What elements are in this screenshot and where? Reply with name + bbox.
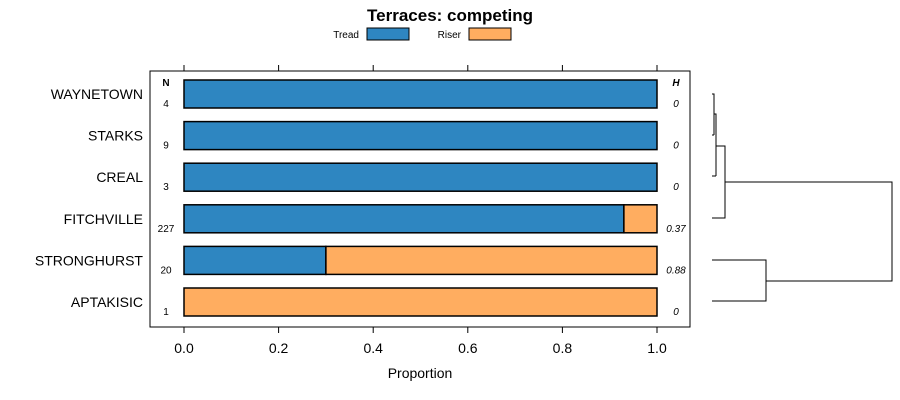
h-label-aptakisic: 0 <box>673 307 679 318</box>
h-column-header: H <box>672 78 680 89</box>
n-label-stronghurst: 20 <box>160 265 172 276</box>
bar-fitchville-riser <box>623 204 658 234</box>
bar-aptakisic-riser <box>183 287 658 317</box>
chart-title: Terraces: competing <box>367 6 533 25</box>
category-label-aptakisic: APTAKISIC <box>71 294 143 310</box>
category-label-waynetown: WAYNETOWN <box>51 86 143 102</box>
plot-frame <box>149 70 691 328</box>
x-axis-label: Proportion <box>388 365 453 381</box>
x-axis: 0.0 0.2 0.4 0.6 0.8 1.0 <box>174 65 667 356</box>
h-label-creal: 0 <box>673 182 679 193</box>
n-label-aptakisic: 1 <box>163 307 169 318</box>
dendrogram <box>712 93 893 302</box>
legend-swatch-riser <box>468 27 512 41</box>
dendrogram-join-2 <box>712 145 726 219</box>
x-tick-label: 0.2 <box>269 340 289 356</box>
x-tick-label: 0.6 <box>458 340 478 356</box>
n-label-starks: 9 <box>163 141 169 152</box>
h-label-starks: 0 <box>673 141 679 152</box>
bar-creal-tread <box>183 162 658 192</box>
n-label-waynetown: 4 <box>163 99 169 110</box>
h-labels: 0 0 0 0.37 0.88 0 <box>666 99 686 318</box>
category-label-starks: STARKS <box>88 128 143 144</box>
bar-stronghurst-riser <box>325 245 658 276</box>
x-tick-label: 0.8 <box>553 340 573 356</box>
dendrogram-branch-stronghurst <box>712 259 767 302</box>
n-label-fitchville: 227 <box>158 224 175 235</box>
bar-waynetown-tread <box>183 79 658 109</box>
legend-label-riser: Riser <box>438 30 462 41</box>
h-label-fitchville: 0.37 <box>666 224 686 235</box>
category-labels: WAYNETOWN STARKS CREAL FITCHVILLE STRONGHURS… <box>35 86 144 310</box>
legend-label-tread: Tread <box>333 30 359 41</box>
x-tick-label: 0.0 <box>174 340 194 356</box>
dendrogram-join-1 <box>714 113 717 176</box>
n-label-creal: 3 <box>163 182 169 193</box>
dendrogram-branch-waynetown <box>712 93 715 135</box>
category-label-creal: CREAL <box>96 169 143 185</box>
h-label-waynetown: 0 <box>673 99 679 110</box>
n-column-header: N <box>162 78 169 89</box>
bar-starks-tread <box>183 120 658 151</box>
n-labels: 4 9 3 227 20 1 <box>158 99 175 318</box>
x-tick-label: 0.4 <box>363 340 383 356</box>
category-label-fitchville: FITCHVILLE <box>64 211 143 227</box>
h-label-stronghurst: 0.88 <box>666 265 686 276</box>
dendrogram-root <box>725 181 893 282</box>
category-label-stronghurst: STRONGHURST <box>35 252 144 268</box>
x-tick-label: 1.0 <box>647 340 667 356</box>
bars <box>183 79 658 317</box>
bar-stronghurst-tread <box>183 245 327 276</box>
legend-swatch-tread <box>366 27 410 41</box>
legend: Tread Riser <box>333 27 512 41</box>
bar-fitchville-tread <box>183 204 625 234</box>
